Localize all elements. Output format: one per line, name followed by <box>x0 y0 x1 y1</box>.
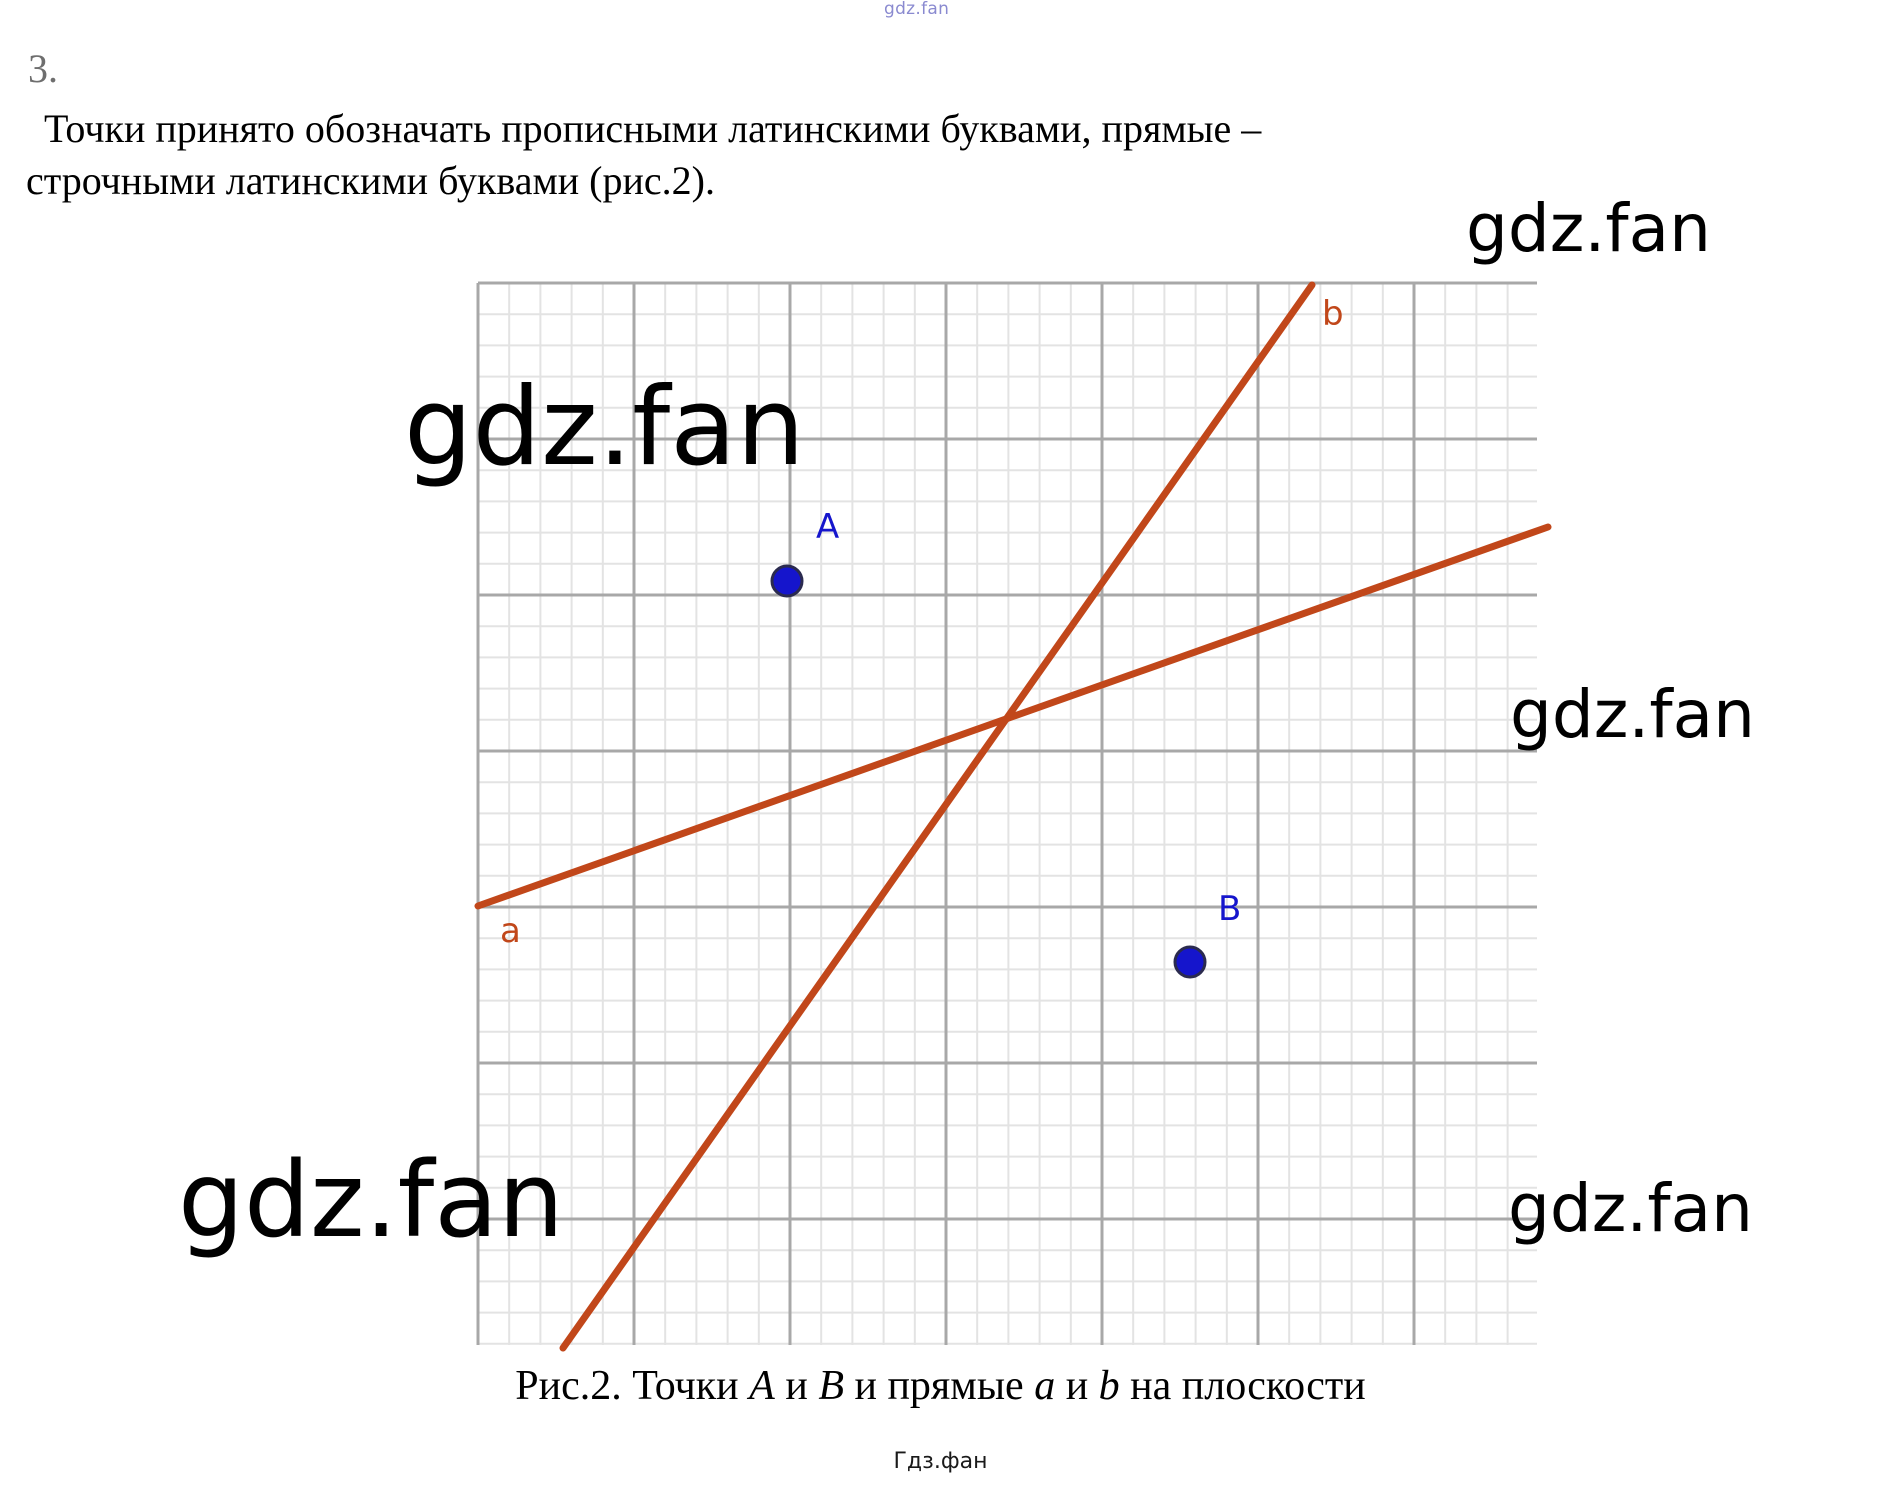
problem-text: Точки принято обозначать прописными лати… <box>26 106 1262 203</box>
line-label-b: b <box>1322 294 1344 334</box>
caption-prefix: Рис.2. Точки <box>515 1363 750 1409</box>
watermark-top: gdz.fan <box>884 0 950 19</box>
watermark-overlay-3: gdz.fan <box>178 1139 564 1261</box>
point-B <box>1173 945 1207 979</box>
line-a <box>474 523 1552 910</box>
line-label-a: a <box>500 911 521 951</box>
caption-line-a: a <box>1034 1363 1056 1409</box>
watermark-overlay-2: gdz.fan <box>1510 676 1755 753</box>
caption-line-b: b <box>1098 1363 1120 1409</box>
point-label-A: A <box>816 507 839 547</box>
watermark-overlay-5: gdz.fan <box>1466 190 1711 267</box>
caption-mid2: и прямые <box>843 1363 1035 1409</box>
caption-point-b: B <box>818 1363 844 1409</box>
caption-mid3: и <box>1055 1363 1099 1409</box>
plotted-points <box>770 564 1207 979</box>
watermark-bottom: Гдз.фан <box>893 1449 988 1474</box>
problem-number: 3. <box>28 46 58 91</box>
watermark-overlay-4: gdz.fan <box>1508 1170 1753 1247</box>
point-label-B: B <box>1218 889 1241 929</box>
point-A <box>770 564 804 598</box>
figure-caption: Рис.2. Точки A и B и прямые a и b на пло… <box>0 1362 1881 1410</box>
caption-point-a: A <box>749 1363 775 1409</box>
watermark-overlay-1: gdz.fan <box>404 365 805 490</box>
caption-mid1: и <box>774 1363 819 1409</box>
caption-suffix: на плоскости <box>1119 1363 1366 1409</box>
